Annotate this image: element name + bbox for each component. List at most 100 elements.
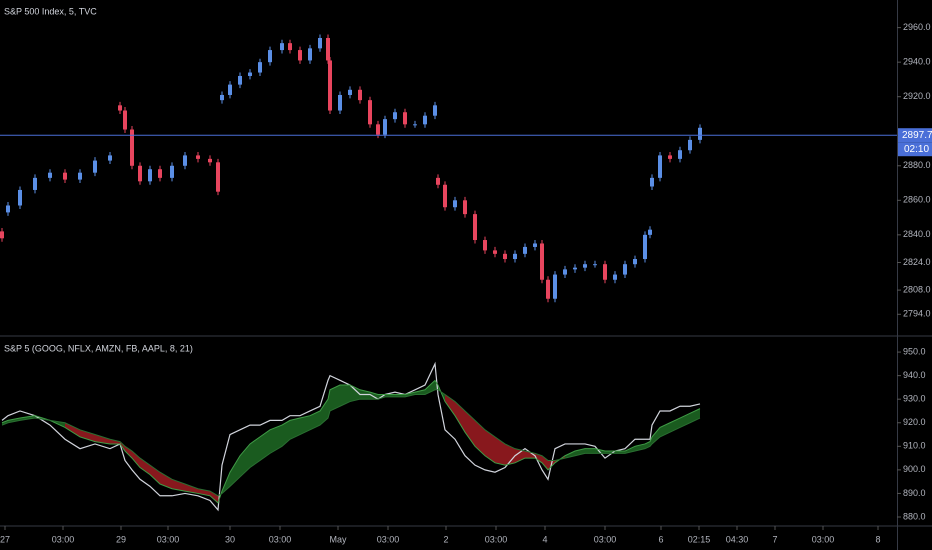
candle-body	[376, 124, 380, 135]
candle-body	[358, 89, 362, 101]
ma-fill	[485, 429, 495, 463]
ma-fill	[385, 394, 395, 397]
ma-fill	[505, 443, 515, 466]
x-tick-label: May	[329, 534, 347, 544]
y-tick-label: 880.0	[903, 511, 926, 521]
candle-body	[643, 234, 647, 260]
candle-body	[563, 269, 567, 275]
ma-fill	[150, 465, 160, 485]
candle-body	[238, 75, 242, 85]
candle-body	[573, 267, 577, 270]
x-tick-label: 30	[225, 534, 235, 544]
ma-fill	[415, 389, 425, 395]
x-tick-label: 03:00	[377, 534, 400, 544]
ma-fill	[240, 443, 250, 477]
y-tick-label: 2840.0	[903, 229, 931, 239]
ma-fill	[140, 458, 150, 475]
candle-body	[308, 48, 312, 61]
panel-title: S&P 500 Index, 5, TVC	[4, 6, 97, 16]
candle-body	[513, 253, 517, 260]
ma-fill	[160, 472, 172, 489]
x-tick-label: 04:30	[726, 534, 749, 544]
ma-fill	[290, 418, 300, 440]
candle-body	[423, 115, 427, 125]
candle-body	[463, 200, 467, 215]
x-tick-label: 4	[542, 534, 547, 544]
x-tick-label: 7	[772, 534, 777, 544]
candle-body	[383, 119, 387, 135]
candle-body	[220, 94, 224, 101]
candle-body	[613, 274, 617, 280]
ma-fill	[185, 484, 198, 494]
ma-fill	[125, 446, 132, 459]
candle-body	[6, 205, 10, 213]
candle-body	[148, 169, 152, 182]
series-line	[1, 379, 701, 504]
candle-body	[268, 50, 272, 63]
candle-body	[123, 110, 127, 130]
candle-body	[658, 155, 662, 178]
ma-fill	[340, 385, 350, 407]
panel-title: S&P 5 (GOOG, NFLX, AMZN, FB, AAPL, 8, 21…	[4, 343, 193, 353]
ma-fill	[585, 448, 595, 454]
candle-body	[553, 274, 557, 299]
candle-body	[443, 184, 447, 208]
candle-body	[298, 50, 302, 61]
candle-body	[158, 169, 162, 178]
x-tick-label: 03:00	[52, 534, 75, 544]
candle-body	[648, 229, 652, 235]
candle-body	[368, 100, 372, 125]
x-tick-label: 03:00	[594, 534, 617, 544]
y-tick-label: 950.0	[903, 346, 926, 356]
ma-fill	[20, 415, 35, 421]
x-tick-label: 03:00	[485, 534, 508, 544]
ma-fill	[2, 420, 8, 426]
candle-body	[33, 177, 37, 190]
candle-body	[698, 127, 702, 140]
ma-fill	[445, 394, 455, 416]
candle-body	[436, 177, 440, 185]
candle-body	[593, 264, 597, 266]
candle-body	[393, 112, 397, 120]
countdown-box	[898, 142, 932, 157]
candle-body	[493, 250, 497, 254]
ma-fill	[300, 415, 310, 435]
candle-body	[170, 165, 174, 178]
ma-fill	[260, 429, 270, 461]
ma-fill	[65, 422, 80, 437]
x-tick-label: 03:00	[269, 534, 292, 544]
candle-body	[473, 214, 477, 241]
candle-body	[583, 264, 587, 268]
y-tick-label: 910.0	[903, 441, 926, 451]
y-tick-label: 900.0	[903, 464, 926, 474]
ma-fill	[320, 399, 328, 426]
y-tick-label: 2808.0	[903, 284, 931, 294]
ma-fill	[625, 446, 635, 454]
candle-body	[503, 253, 507, 260]
ma-fill	[535, 453, 542, 463]
y-tick-label: 2920.0	[903, 91, 931, 101]
candle-body	[118, 105, 122, 111]
candle-body	[208, 158, 212, 163]
candle-body	[533, 243, 537, 247]
x-tick-label: 03:00	[157, 534, 180, 544]
ma-fill	[330, 385, 340, 411]
candle-body	[328, 60, 332, 111]
candle-body	[623, 264, 627, 275]
candle-body	[403, 112, 407, 125]
candle-body	[413, 124, 417, 126]
ma-fill	[660, 422, 670, 437]
y-tick-label: 2880.0	[903, 160, 931, 170]
candle-body	[433, 105, 437, 116]
candle-body	[318, 37, 322, 49]
y-tick-label: 940.0	[903, 370, 926, 380]
ma-fill	[405, 392, 415, 397]
candle-body	[183, 155, 187, 166]
candle-body	[248, 72, 252, 76]
ma-fill	[635, 443, 645, 452]
candle-body	[228, 84, 232, 95]
y-tick-label: 920.0	[903, 417, 926, 427]
candle-body	[603, 264, 607, 280]
x-tick-label: 6	[658, 534, 663, 544]
